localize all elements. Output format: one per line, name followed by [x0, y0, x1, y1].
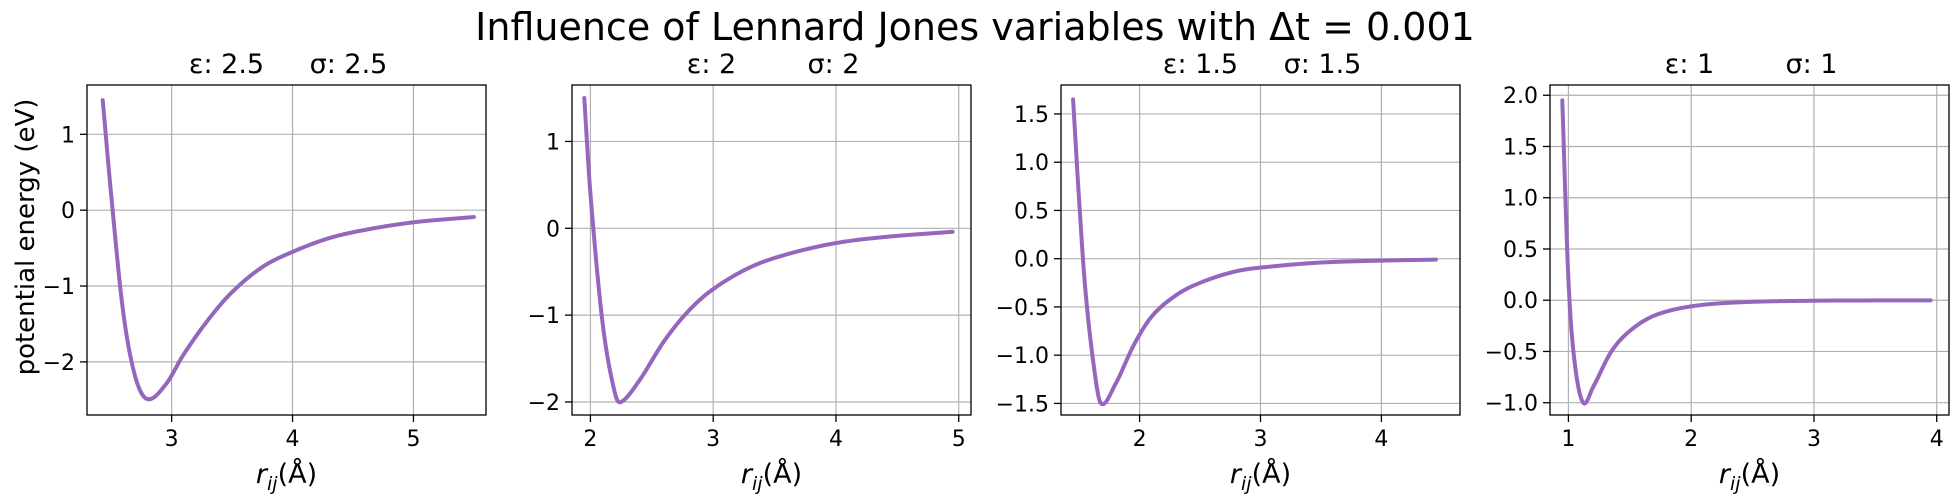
subplot-4: 1 2 3 4 −1.0 −0.5 0.0 0.5 1.0 1.5 2.0 ε: 1 σ: 1 rij(Å…: [1485, 49, 1950, 495]
subplot-title-epsilon: ε: 1: [1665, 49, 1714, 80]
y-tick-label: 1: [546, 130, 560, 155]
y-tick-label: −1: [43, 275, 75, 300]
x-tick-label: 1: [1561, 427, 1575, 452]
subplot-2: 2 3 4 5 −2 −1 0 1 ε: 2 σ: 2 rij(Å): [528, 49, 972, 495]
x-tick-label: 2: [583, 427, 597, 452]
x-axis-label: rij(Å): [256, 458, 317, 495]
x-tick-label: 2: [1133, 427, 1147, 452]
plot-area-frame: [86, 84, 487, 416]
y-tick-label: 0: [61, 199, 75, 224]
x-tick-label: 5: [406, 427, 420, 452]
subplot-title-epsilon: ε: 2: [687, 49, 736, 80]
y-tick-label: 0.5: [1014, 199, 1049, 224]
y-tick-label: 0: [546, 217, 560, 242]
x-tick-label: 2: [1684, 427, 1698, 452]
x-tick-label: 4: [1930, 427, 1944, 452]
y-tick-label: 0.0: [1014, 248, 1049, 273]
subplot-title-epsilon: ε: 2.5: [189, 49, 264, 80]
y-tick-label: 0.5: [1503, 238, 1538, 263]
y-tick-label: −1.0: [996, 344, 1049, 369]
x-axis-label: rij(Å): [1719, 458, 1780, 495]
subplot-1: 3 4 5 −2 −1 0 1 ε: 2.5 σ: 2.5 rij(Å): [43, 49, 487, 495]
x-tick-label: 4: [286, 427, 300, 452]
x-axis-label: rij(Å): [1230, 458, 1291, 495]
x-tick-label: 5: [952, 427, 966, 452]
subplots: 3 4 5 −2 −1 0 1 ε: 2.5 σ: 2.5 rij(Å) 2 3 4 5 −2 −1 0 1 ε: …: [43, 49, 1950, 495]
y-tick-label: −1.5: [996, 392, 1049, 417]
plot-area-frame: [571, 84, 972, 416]
series-line-lennard-jones: [582, 96, 955, 405]
y-tick-label: 2.0: [1503, 84, 1538, 109]
plot-area-frame: [1549, 84, 1950, 416]
y-tick-label: −0.5: [1485, 340, 1538, 365]
x-axis-label: rij(Å): [741, 458, 802, 495]
y-tick-label: 1.0: [1014, 151, 1049, 176]
y-tick-label: 1: [61, 123, 75, 148]
series-line-lennard-jones: [100, 98, 476, 402]
y-tick-label: 1.0: [1503, 187, 1538, 212]
x-tick-label: 3: [165, 427, 179, 452]
x-tick-label: 3: [706, 427, 720, 452]
subplot-title-epsilon: ε: 1.5: [1163, 49, 1238, 80]
subplot-3: 2 3 4 −1.5 −1.0 −0.5 0.0 0.5 1.0 1.5 ε: 1.5 σ: 1.5 r…: [996, 49, 1461, 495]
y-tick-label: 1.5: [1014, 103, 1049, 128]
y-tick-label: −2: [528, 391, 560, 416]
subplot-title-sigma: σ: 1.5: [1284, 49, 1362, 80]
y-tick-label: −1.0: [1485, 392, 1538, 417]
y-axis-label: potential energy (eV): [11, 99, 41, 376]
x-tick-label: 4: [1374, 427, 1388, 452]
y-tick-label: 0.0: [1503, 289, 1538, 314]
x-tick-label: 3: [1807, 427, 1821, 452]
y-tick-label: 1.5: [1503, 135, 1538, 160]
subplot-title-sigma: σ: 1: [1786, 49, 1838, 80]
y-tick-label: −1: [528, 304, 560, 329]
figure-title: Influence of Lennard Jones variables wit…: [475, 5, 1475, 49]
y-tick-label: −2: [43, 351, 75, 376]
x-tick-label: 3: [1254, 427, 1268, 452]
y-tick-label: −0.5: [996, 296, 1049, 321]
series-line-lennard-jones: [1560, 98, 1933, 406]
series-line-lennard-jones: [1071, 97, 1438, 407]
subplot-title-sigma: σ: 2: [808, 49, 860, 80]
x-tick-label: 4: [829, 427, 843, 452]
subplot-title-sigma: σ: 2.5: [310, 49, 388, 80]
